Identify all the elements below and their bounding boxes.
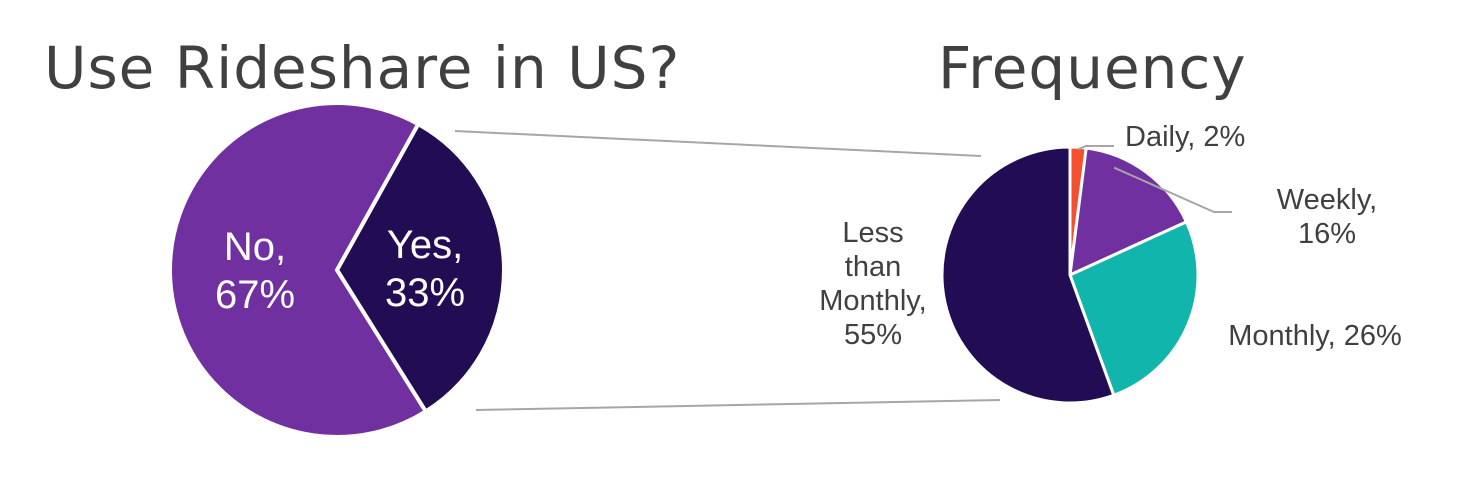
data-label-no: No, 67% (215, 225, 295, 317)
data-label-daily: Daily, 2% (1125, 121, 1245, 153)
chart-title-rideshare: Use Rideshare in US? (44, 34, 681, 102)
pie-slice-less-than-monthly (940, 145, 1116, 405)
pie-slice-monthly (1068, 219, 1200, 398)
pie-slice-weekly (1068, 146, 1189, 278)
pie-slice-no (168, 100, 429, 439)
leader-line-daily (1077, 145, 1114, 151)
data-label-less-than-monthly: Less than Monthly, 55% (819, 217, 926, 351)
data-label-weekly: Weekly, 16% (1277, 184, 1377, 250)
chart-title-frequency: Frequency (938, 34, 1247, 102)
data-label-monthly: Monthly, 26% (1228, 320, 1402, 352)
data-label-yes: Yes, 33% (385, 223, 465, 315)
connector-line-bottom (475, 399, 1001, 411)
leader-line-weekly (1113, 166, 1232, 213)
connector-line-top (454, 130, 982, 157)
